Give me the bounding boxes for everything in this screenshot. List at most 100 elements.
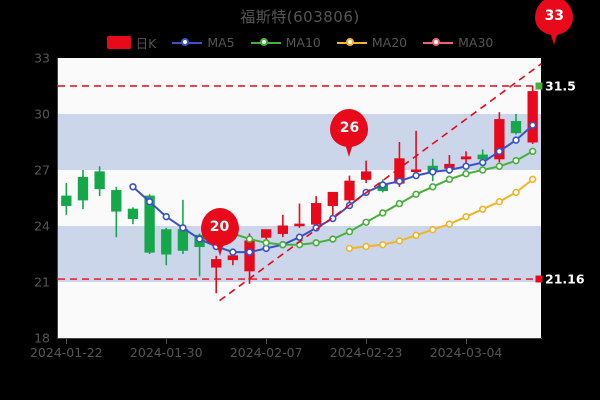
legend-line-icon	[336, 37, 367, 49]
candle-body	[494, 119, 505, 160]
ma-point-ma5	[379, 181, 387, 189]
candle-body	[77, 176, 89, 201]
legend-line-icon	[250, 37, 281, 49]
ma-point-ma20	[462, 212, 470, 221]
ma-point-ma5	[179, 224, 187, 232]
y-axis-tick-label: 27	[34, 162, 50, 178]
right-axis-tick-marker	[535, 275, 543, 283]
ma-point-ma20	[412, 231, 420, 240]
ma-point-ma5	[462, 162, 470, 170]
x-axis-tick-mark	[166, 339, 168, 344]
candle-body	[344, 180, 355, 201]
legend-item-ma30[interactable]: MA30	[423, 35, 493, 50]
ma-point-ma10	[462, 170, 470, 178]
ma-point-ma10	[312, 239, 320, 247]
y-axis-tick-label: 33	[34, 50, 50, 66]
y-axis-line	[57, 58, 58, 339]
x-axis-tick-label: 2024-01-30	[129, 345, 203, 360]
candle-body	[410, 169, 422, 173]
legend-item-label: MA5	[207, 35, 235, 50]
pin-label: 20	[209, 218, 230, 235]
pin-balloon-icon	[330, 108, 369, 147]
ma-point-ma5	[195, 235, 204, 243]
x-axis-tick-mark	[266, 339, 268, 344]
trend-line	[219, 63, 541, 302]
ma-point-ma10	[345, 227, 354, 236]
ma-point-ma10	[362, 218, 370, 226]
ma-point-ma10	[528, 147, 537, 156]
y-axis-tick-label: 18	[34, 330, 50, 346]
ma-point-ma10	[262, 239, 270, 247]
legend-line-icon	[423, 37, 454, 49]
ma-point-ma10	[279, 240, 287, 249]
ma-point-ma10	[395, 199, 404, 208]
candle-body	[94, 171, 105, 190]
x-axis-tick-mark	[366, 339, 368, 344]
candle-body	[161, 229, 172, 255]
y-axis-tick-label: 30	[34, 106, 50, 122]
right-axis-value-label: 21.16	[545, 271, 585, 287]
y-axis: 33 30 27 24 21 18	[0, 51, 54, 346]
right-axis-tick-marker	[535, 82, 543, 90]
ma-point-ma20	[495, 198, 504, 206]
annotation-pin-20[interactable]: 20	[200, 207, 239, 258]
annotation-pin-26[interactable]: 26	[330, 108, 369, 159]
page-title: 福斯特(603806)	[240, 8, 360, 26]
x-axis-tick-label: 2024-03-04	[429, 345, 503, 360]
legend-item-ma10[interactable]: MA10	[250, 35, 321, 50]
ma-point-ma5	[479, 158, 487, 167]
ma-point-ma5	[129, 183, 137, 191]
ma-line-ma20	[349, 178, 534, 250]
grid-band	[58, 114, 541, 170]
pin-balloon-icon	[200, 207, 239, 246]
candle-body	[527, 91, 538, 143]
legend-swatch-icon	[106, 36, 131, 49]
ma-point-ma10	[379, 209, 387, 217]
pin-label: 33	[544, 7, 565, 24]
ma-point-ma20	[512, 188, 520, 197]
candle-body	[211, 259, 222, 268]
ma-point-ma5	[528, 121, 537, 129]
candle-body	[61, 195, 72, 206]
ma-point-ma5	[295, 233, 304, 241]
legend-item-label: MA30	[458, 35, 494, 50]
candle-body	[510, 120, 522, 134]
pin-label: 26	[339, 119, 360, 136]
ma-point-ma5	[229, 248, 237, 256]
candle-body	[111, 190, 122, 212]
ma-point-ma20	[345, 244, 354, 253]
ma-point-ma5	[412, 171, 420, 180]
y-axis-tick-label: 24	[34, 218, 50, 234]
ma-point-ma5	[162, 212, 170, 221]
candle-body	[477, 154, 488, 160]
candle-body	[360, 171, 372, 180]
candle-body	[144, 195, 155, 253]
ma-point-ma10	[412, 190, 420, 198]
x-axis-line	[57, 338, 542, 339]
ma-point-ma10	[245, 235, 254, 243]
candle-body	[127, 208, 139, 220]
ma-point-ma20	[479, 205, 487, 213]
candle-body	[244, 240, 255, 272]
x-axis: 2024-01-22 2024-01-30 2024-02-07 2024-02-23…	[0, 339, 600, 365]
ma-point-ma20	[445, 220, 454, 228]
x-axis-tick-label: 2024-01-22	[29, 345, 103, 360]
x-axis-tick-label: 2024-02-07	[229, 345, 303, 360]
ma-point-ma20	[379, 240, 387, 249]
candle-body	[277, 225, 289, 234]
ma-point-ma5	[395, 177, 404, 185]
ma-point-ma5	[145, 198, 154, 206]
ma-point-ma5	[445, 166, 454, 174]
x-axis-tick-mark	[66, 339, 68, 344]
legend-item-日k[interactable]: 日K	[106, 33, 156, 52]
ma-point-ma10	[512, 156, 520, 165]
ma-point-ma20	[528, 175, 537, 184]
ma-point-ma20	[395, 237, 404, 245]
legend-item-ma20[interactable]: MA20	[336, 35, 408, 50]
x-axis-tick-label: 2024-02-23	[329, 345, 403, 360]
legend-item-label: MA20	[371, 35, 408, 50]
chart-legend: 日K MA5 MA10 MA20 MA30	[0, 33, 600, 52]
ma-point-ma5	[495, 147, 504, 156]
legend-item-ma5[interactable]: MA5	[172, 35, 235, 50]
annotation-pin-33[interactable]: 33	[535, 0, 574, 47]
